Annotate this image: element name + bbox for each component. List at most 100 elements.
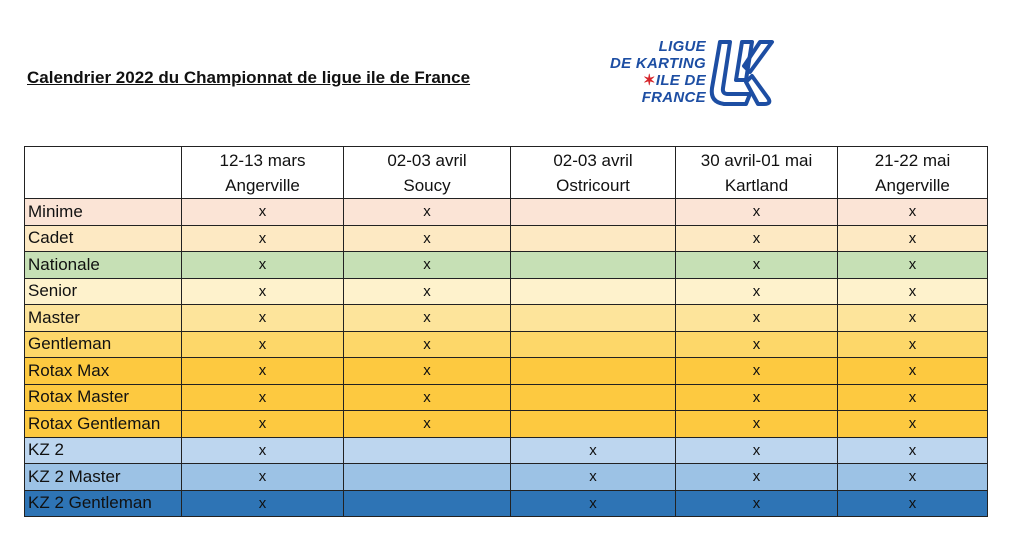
- participation-cell: x: [343, 251, 511, 279]
- participation-cell: x: [343, 330, 511, 358]
- table-row: Master x x x x: [24, 304, 988, 332]
- logo-text: LIGUE DE KARTING ✶ILE DE FRANCE: [610, 38, 706, 106]
- participation-cell: x: [837, 251, 988, 279]
- participation-cell: [510, 357, 676, 385]
- participation-cell: x: [181, 330, 344, 358]
- category-cell: Rotax Max: [24, 357, 182, 385]
- event-header: 12-13 mars Angerville: [181, 146, 344, 199]
- participation-cell: x: [675, 251, 838, 279]
- participation-cell: x: [181, 436, 344, 464]
- participation-cell: [343, 463, 511, 491]
- participation-cell: x: [343, 410, 511, 438]
- participation-cell: x: [837, 304, 988, 332]
- category-cell: Rotax Gentleman: [24, 410, 182, 438]
- participation-cell: x: [675, 224, 838, 252]
- participation-cell: x: [343, 357, 511, 385]
- participation-cell: [510, 330, 676, 358]
- participation-cell: x: [837, 383, 988, 411]
- participation-cell: [343, 489, 511, 517]
- participation-cell: x: [181, 489, 344, 517]
- category-cell: KZ 2 Gentleman: [24, 489, 182, 517]
- category-cell: Minime: [24, 198, 182, 226]
- participation-cell: [343, 436, 511, 464]
- table-row: Minime x x x x: [24, 198, 988, 226]
- event-header: 30 avril-01 mai Kartland: [675, 146, 838, 199]
- category-cell: Cadet: [24, 224, 182, 252]
- category-cell: Master: [24, 304, 182, 332]
- participation-cell: x: [510, 463, 676, 491]
- category-cell: Senior: [24, 277, 182, 305]
- participation-cell: x: [837, 436, 988, 464]
- participation-cell: x: [343, 198, 511, 226]
- participation-cell: [510, 251, 676, 279]
- participation-cell: x: [181, 304, 344, 332]
- championship-calendar-table: 12-13 mars Angerville 02-03 avril Soucy 02…: [24, 146, 988, 517]
- table-row: KZ 2 Gentleman x x x x: [24, 489, 988, 517]
- category-cell: Nationale: [24, 251, 182, 279]
- participation-cell: x: [343, 383, 511, 411]
- participation-cell: x: [181, 251, 344, 279]
- page-title: Calendrier 2022 du Championnat de ligue …: [27, 68, 471, 87]
- participation-cell: x: [675, 277, 838, 305]
- star-icon: ✶: [642, 72, 656, 89]
- table-row: Rotax Max x x x x: [24, 357, 988, 385]
- participation-cell: x: [675, 198, 838, 226]
- participation-cell: x: [181, 357, 344, 385]
- participation-cell: x: [675, 357, 838, 385]
- participation-cell: x: [181, 224, 344, 252]
- category-cell: Rotax Master: [24, 383, 182, 411]
- table-row: Senior x x x x: [24, 277, 988, 305]
- participation-cell: x: [343, 224, 511, 252]
- category-cell: KZ 2 Master: [24, 463, 182, 491]
- participation-cell: x: [837, 357, 988, 385]
- table-row: Cadet x x x x: [24, 224, 988, 252]
- event-header: 02-03 avril Ostricourt: [510, 146, 676, 199]
- participation-cell: x: [675, 304, 838, 332]
- table-header-row: 12-13 mars Angerville 02-03 avril Soucy 02…: [24, 146, 988, 199]
- logo-line-4: FRANCE: [641, 89, 706, 106]
- lk-mark-icon: [709, 40, 774, 106]
- table-row: Rotax Master x x x x: [24, 383, 988, 411]
- participation-cell: x: [837, 198, 988, 226]
- participation-cell: [510, 198, 676, 226]
- participation-cell: x: [837, 224, 988, 252]
- participation-cell: x: [510, 436, 676, 464]
- event-header: 21-22 mai Angerville: [837, 146, 988, 199]
- participation-cell: x: [181, 277, 344, 305]
- table-row: Nationale x x x x: [24, 251, 988, 279]
- participation-cell: x: [837, 489, 988, 517]
- participation-cell: [510, 277, 676, 305]
- category-cell: KZ 2: [24, 436, 182, 464]
- league-logo: LIGUE DE KARTING ✶ILE DE FRANCE: [603, 38, 778, 113]
- participation-cell: x: [837, 463, 988, 491]
- event-header: 02-03 avril Soucy: [343, 146, 511, 199]
- table-row: KZ 2 Master x x x x: [24, 463, 988, 491]
- participation-cell: x: [837, 330, 988, 358]
- header-corner-cell: [24, 146, 182, 199]
- logo-line-3: ✶ILE DE: [642, 72, 706, 89]
- participation-cell: [510, 224, 676, 252]
- participation-cell: [510, 304, 676, 332]
- logo-line-1: LIGUE: [658, 38, 706, 55]
- table-row: Rotax Gentleman x x x x: [24, 410, 988, 438]
- logo-line-2: DE KARTING: [609, 55, 706, 72]
- participation-cell: [510, 383, 676, 411]
- participation-cell: x: [675, 330, 838, 358]
- participation-cell: x: [181, 410, 344, 438]
- participation-cell: x: [675, 463, 838, 491]
- participation-cell: x: [343, 304, 511, 332]
- participation-cell: x: [510, 489, 676, 517]
- participation-cell: x: [181, 198, 344, 226]
- participation-cell: x: [181, 383, 344, 411]
- participation-cell: x: [181, 463, 344, 491]
- participation-cell: [510, 410, 676, 438]
- participation-cell: x: [675, 410, 838, 438]
- participation-cell: x: [837, 410, 988, 438]
- participation-cell: x: [675, 436, 838, 464]
- table-row: Gentleman x x x x: [24, 330, 988, 358]
- category-cell: Gentleman: [24, 330, 182, 358]
- participation-cell: x: [343, 277, 511, 305]
- participation-cell: x: [675, 383, 838, 411]
- participation-cell: x: [675, 489, 838, 517]
